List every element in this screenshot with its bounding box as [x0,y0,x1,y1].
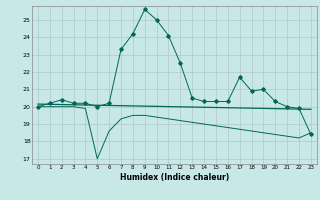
X-axis label: Humidex (Indice chaleur): Humidex (Indice chaleur) [120,173,229,182]
